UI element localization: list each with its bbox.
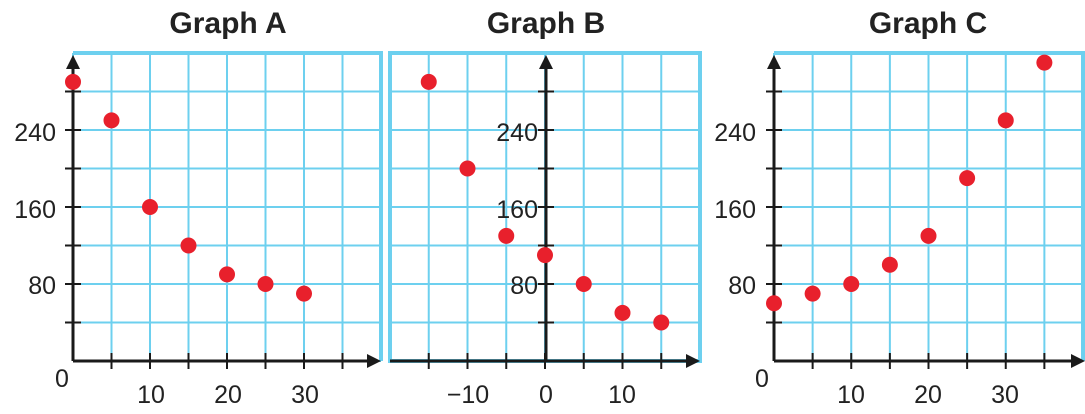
graph-c-frame (774, 51, 1085, 361)
graph-b-title: Graph B (487, 7, 605, 40)
graph-c-point (766, 295, 782, 312)
graph-b-x-tick-0: 0 (539, 381, 553, 409)
graph-a-points (65, 73, 312, 302)
graph-c-point (920, 227, 937, 244)
graph-b-x-tick-10: 10 (608, 381, 636, 409)
graph-c-y-tick-160: 160 (714, 196, 756, 224)
graph-c-x-tick-10: 10 (837, 381, 865, 409)
graph-c-points (766, 54, 1053, 312)
graph-a-x-tick-0: 0 (55, 365, 69, 393)
graph-c-point (881, 256, 898, 273)
graph-a-point (65, 73, 81, 90)
graph-c-point (997, 112, 1014, 129)
graph-a-y-tick-80: 80 (28, 272, 56, 300)
graph-a-point (296, 285, 312, 302)
graph-a-x-tick-30: 30 (291, 381, 319, 409)
graph-c-point (843, 276, 860, 292)
graph-b-axes (390, 55, 700, 369)
graph-c-y-arrow (767, 55, 781, 69)
graph-a-frame (73, 51, 383, 361)
graph-a-x-tick-20: 20 (214, 381, 242, 409)
graph-c-x-tick-20: 20 (914, 381, 942, 409)
graph-b-points (420, 73, 670, 331)
graph-c-x-tick-30: 30 (991, 381, 1019, 409)
graph-a-point (257, 276, 274, 292)
graph-a-point (180, 237, 197, 254)
graph-c-y-tick-240: 240 (714, 119, 756, 147)
graph-b-y-tick-80: 80 (510, 272, 538, 300)
graph-c-x-arrow (1071, 354, 1085, 368)
graph-c-point (959, 170, 976, 187)
graph-b-point (459, 160, 476, 177)
graph-b-point (420, 73, 437, 90)
graph-b-x-tick-minus-10: −10 (447, 381, 489, 409)
graph-c-x-tick-0: 0 (755, 365, 769, 393)
graph-b-y-tick-160: 160 (496, 196, 538, 224)
graph-b-point (498, 227, 515, 244)
graph-a-point (103, 112, 120, 129)
graph-b-y-arrow (539, 55, 553, 69)
graph-a-x-tick-10: 10 (137, 381, 165, 409)
graph-b-point (537, 247, 553, 264)
graph-a-point (219, 266, 235, 283)
graph-a-y-tick-240: 240 (14, 119, 56, 147)
graph-c-point (1036, 54, 1053, 71)
graph-b-point (575, 276, 592, 292)
graph-a-y-arrow (66, 55, 80, 69)
graph-a: Graph A 0 10 20 30 80 160 240 (14, 7, 383, 409)
graph-a-x-arrow (367, 354, 381, 368)
graph-a-title: Graph A (169, 7, 286, 40)
graph-c: Graph C 0 10 20 30 80 160 240 (714, 7, 1085, 409)
graph-c-y-tick-80: 80 (728, 272, 756, 300)
graph-b-point (653, 314, 670, 331)
graph-a-point (142, 199, 158, 215)
graph-c-title: Graph C (869, 7, 987, 40)
graph-a-y-tick-160: 160 (14, 196, 56, 224)
graph-b-point (614, 304, 631, 321)
graph-c-grid (773, 51, 1085, 362)
graph-c-axes (766, 55, 1085, 369)
graph-b-x-arrow (686, 354, 700, 368)
graph-c-point (804, 285, 821, 302)
graph-a-axes (65, 55, 381, 369)
graph-b: Graph B −10 0 10 80 160 240 (388, 7, 702, 409)
graph-a-grid (72, 51, 383, 362)
graph-b-y-tick-240: 240 (496, 119, 538, 147)
